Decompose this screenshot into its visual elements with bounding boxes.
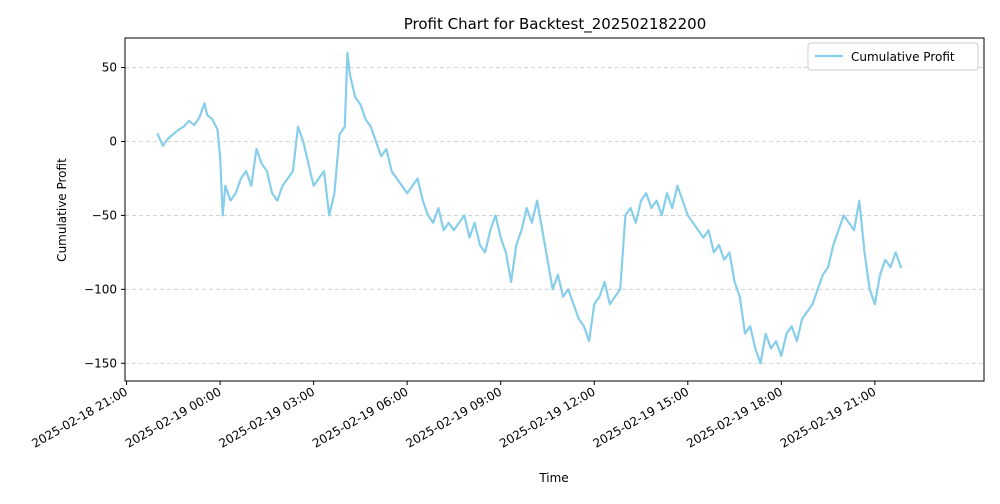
x-tick-label: 2025-02-19 03:00 bbox=[216, 384, 317, 450]
x-tick-label: 2025-02-19 09:00 bbox=[404, 384, 505, 450]
x-tick-label: 2025-02-19 21:00 bbox=[778, 384, 879, 450]
x-axis-label: Time bbox=[538, 471, 568, 485]
legend-box bbox=[807, 42, 979, 71]
x-tick-label: 2025-02-18 21:00 bbox=[29, 384, 130, 450]
y-tick-label: −100 bbox=[84, 282, 117, 296]
y-axis: 50 0 −50 −100 −150 bbox=[84, 61, 125, 370]
x-tick-label: 2025-02-19 15:00 bbox=[591, 384, 692, 450]
legend-label: Cumulative Profit bbox=[851, 50, 955, 64]
x-tick-label: 2025-02-19 18:00 bbox=[684, 384, 785, 450]
y-tick-label: 0 bbox=[109, 134, 117, 148]
y-axis-label: Cumulative Profit bbox=[55, 158, 69, 262]
grid-lines bbox=[125, 67, 984, 364]
y-tick-label: −50 bbox=[92, 208, 117, 222]
x-tick-label: 2025-02-19 12:00 bbox=[497, 384, 598, 450]
chart-title: Profit Chart for Backtest_202502182200 bbox=[404, 15, 707, 34]
x-tick-label: 2025-02-19 00:00 bbox=[123, 384, 224, 450]
y-tick-label: 50 bbox=[102, 61, 117, 75]
x-tick-label: 2025-02-19 06:00 bbox=[310, 384, 411, 450]
series-line-cumulative-profit bbox=[156, 51, 903, 365]
plot-frame bbox=[124, 37, 985, 382]
legend: Cumulative Profit bbox=[807, 42, 979, 71]
y-tick-label: −150 bbox=[84, 356, 117, 370]
